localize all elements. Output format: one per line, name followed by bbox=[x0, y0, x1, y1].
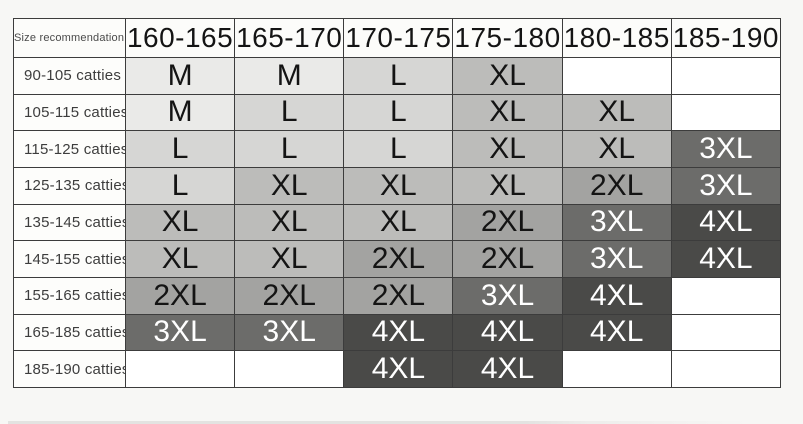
size-cell: XL bbox=[124, 240, 236, 278]
size-chart-body: 90-105 catties M M L XL 105-115 catties M L L XL X… bbox=[13, 57, 782, 388]
weight-row-label: 125-135 catties bbox=[13, 166, 126, 205]
size-cell: XL bbox=[452, 57, 563, 95]
size-cell: XL bbox=[452, 93, 563, 132]
table-row: 145-155 catties XL XL 2XL 2XL 3XL 4XL bbox=[13, 240, 782, 278]
table-row: 165-185 catties 3XL 3XL 4XL 4XL 4XL bbox=[13, 313, 782, 352]
size-chart-table: Size recommendation 160-165 165-170 170-17… bbox=[13, 18, 782, 388]
size-cell: 3XL bbox=[670, 166, 782, 205]
size-cell: 4XL bbox=[452, 350, 563, 388]
height-column-header: 165-170 bbox=[234, 18, 345, 58]
height-column-header: 175-180 bbox=[452, 18, 563, 58]
size-cell: 4XL bbox=[670, 240, 782, 278]
height-column-header: 170-175 bbox=[343, 18, 454, 58]
corner-label: Size recommendation bbox=[13, 18, 126, 58]
size-cell: L bbox=[343, 130, 454, 168]
weight-row-label: 165-185 catties bbox=[13, 313, 126, 352]
size-cell: 4XL bbox=[343, 313, 454, 352]
size-cell: XL bbox=[234, 203, 345, 242]
weight-row-label: 145-155 catties bbox=[13, 240, 126, 278]
size-cell: 3XL bbox=[234, 313, 345, 352]
table-row: 115-125 catties L L L XL XL 3XL bbox=[13, 130, 782, 168]
size-cell: XL bbox=[124, 203, 236, 242]
size-cell: 4XL bbox=[561, 276, 672, 315]
size-cell bbox=[561, 57, 672, 95]
size-chart: Size recommendation 160-165 165-170 170-17… bbox=[13, 18, 782, 388]
weight-row-label: 135-145 catties bbox=[13, 203, 126, 242]
size-cell bbox=[670, 313, 782, 352]
height-column-header: 160-165 bbox=[124, 18, 236, 58]
size-cell: 2XL bbox=[234, 276, 345, 315]
size-cell: L bbox=[124, 166, 236, 205]
height-column-header: 180-185 bbox=[561, 18, 672, 58]
size-cell bbox=[670, 57, 782, 95]
size-cell: L bbox=[343, 57, 454, 95]
table-row: 125-135 catties L XL XL XL 2XL 3XL bbox=[13, 166, 782, 205]
size-cell: L bbox=[234, 93, 345, 132]
size-cell: 2XL bbox=[343, 240, 454, 278]
table-row: 90-105 catties M M L XL bbox=[13, 57, 782, 95]
height-column-header: 185-190 bbox=[670, 18, 782, 58]
size-cell: 3XL bbox=[670, 130, 782, 168]
size-cell bbox=[561, 350, 672, 388]
size-cell: XL bbox=[561, 93, 672, 132]
size-cell bbox=[124, 350, 236, 388]
weight-row-label: 115-125 catties bbox=[13, 130, 126, 168]
size-cell: XL bbox=[234, 240, 345, 278]
size-cell: M bbox=[234, 57, 345, 95]
bottom-edge-shadow bbox=[8, 421, 748, 424]
size-cell: M bbox=[124, 57, 236, 95]
header-row: Size recommendation 160-165 165-170 170-17… bbox=[13, 18, 782, 58]
size-cell: 4XL bbox=[343, 350, 454, 388]
size-cell: 2XL bbox=[561, 166, 672, 205]
table-row: 155-165 catties 2XL 2XL 2XL 3XL 4XL bbox=[13, 276, 782, 315]
size-cell: 4XL bbox=[561, 313, 672, 352]
size-cell bbox=[670, 276, 782, 315]
size-cell: XL bbox=[561, 130, 672, 168]
weight-row-label: 90-105 catties bbox=[13, 57, 126, 95]
size-cell: 3XL bbox=[561, 240, 672, 278]
weight-row-label: 155-165 catties bbox=[13, 276, 126, 315]
size-cell: 4XL bbox=[670, 203, 782, 242]
size-cell: 3XL bbox=[561, 203, 672, 242]
size-cell: 3XL bbox=[124, 313, 236, 352]
size-cell: L bbox=[234, 130, 345, 168]
weight-row-label: 185-190 catties bbox=[13, 350, 126, 388]
size-cell: 3XL bbox=[452, 276, 563, 315]
weight-row-label: 105-115 catties bbox=[13, 93, 126, 132]
size-cell: 2XL bbox=[124, 276, 236, 315]
size-cell: XL bbox=[343, 166, 454, 205]
size-cell bbox=[670, 350, 782, 388]
size-cell: 2XL bbox=[343, 276, 454, 315]
size-cell: L bbox=[124, 130, 236, 168]
size-cell: M bbox=[124, 93, 236, 132]
size-chart-header: Size recommendation 160-165 165-170 170-17… bbox=[13, 18, 782, 58]
size-cell: XL bbox=[343, 203, 454, 242]
size-cell: XL bbox=[452, 130, 563, 168]
size-cell bbox=[234, 350, 345, 388]
size-cell: XL bbox=[452, 166, 563, 205]
size-cell: 4XL bbox=[452, 313, 563, 352]
size-cell: L bbox=[343, 93, 454, 132]
table-row: 185-190 catties 4XL 4XL bbox=[13, 350, 782, 388]
size-cell: XL bbox=[234, 166, 345, 205]
table-row: 135-145 catties XL XL XL 2XL 3XL 4XL bbox=[13, 203, 782, 242]
size-cell bbox=[670, 93, 782, 132]
size-cell: 2XL bbox=[452, 203, 563, 242]
size-cell: 2XL bbox=[452, 240, 563, 278]
table-row: 105-115 catties M L L XL XL bbox=[13, 93, 782, 132]
